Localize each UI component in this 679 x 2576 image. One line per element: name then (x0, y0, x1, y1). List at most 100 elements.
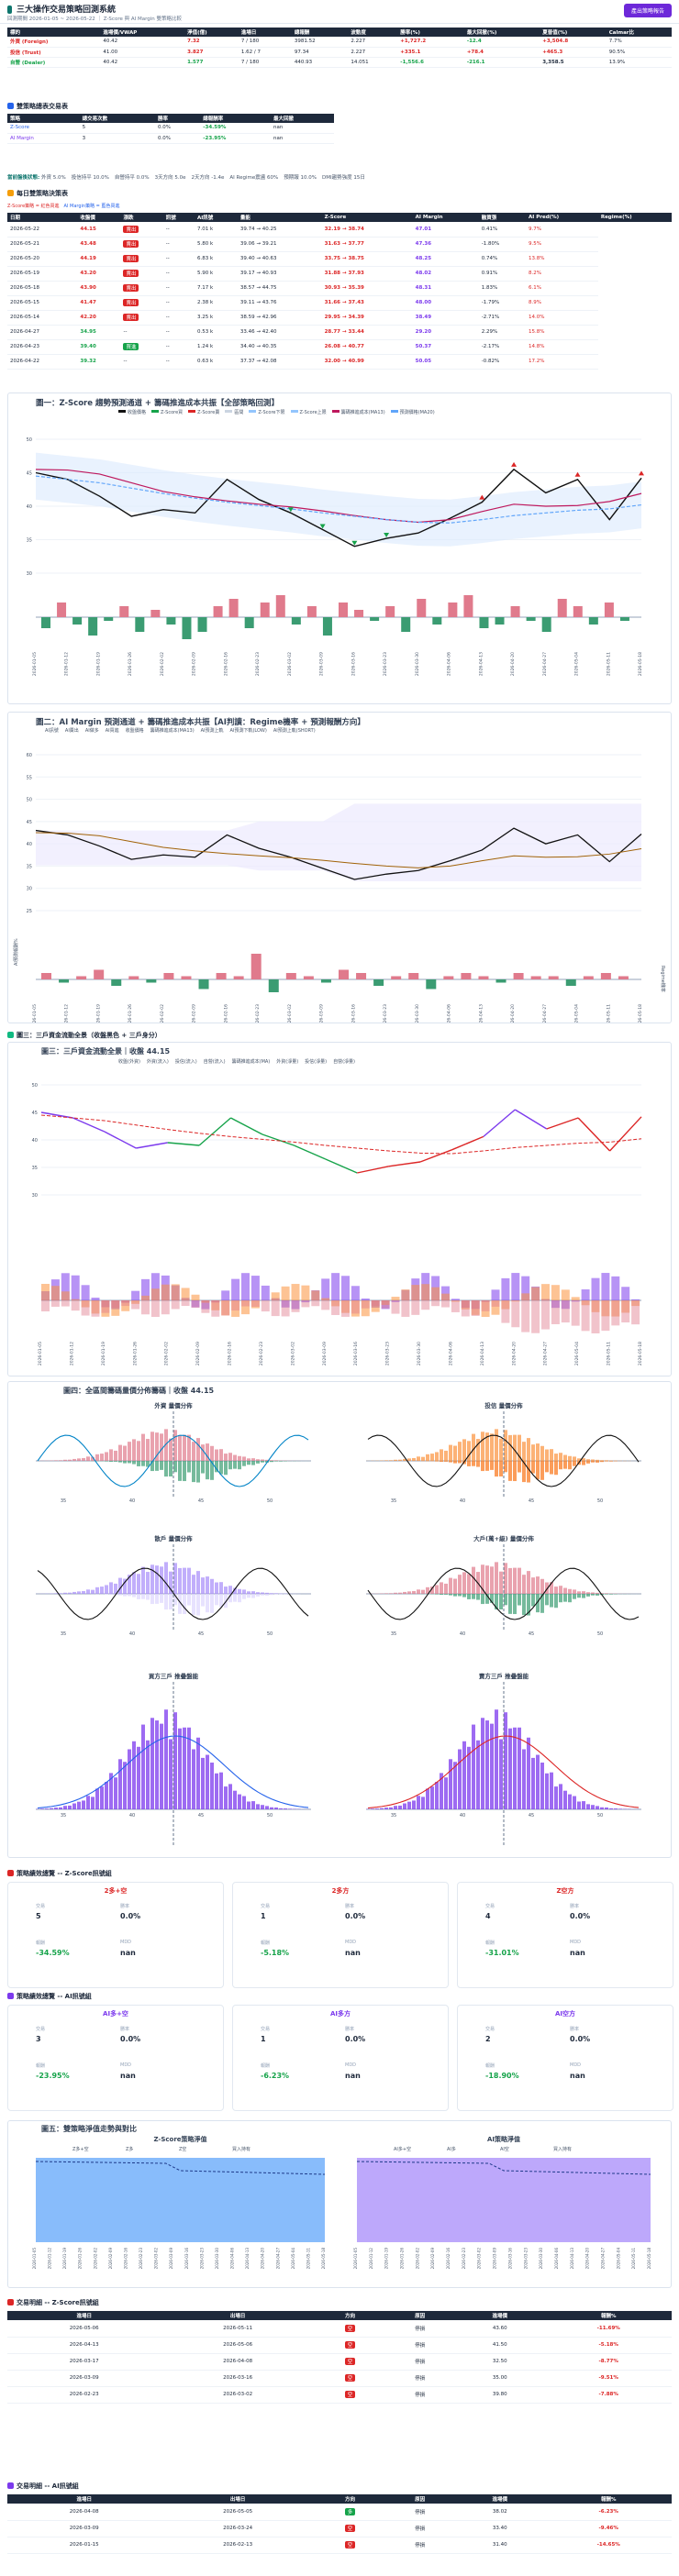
metric-label: 報酬 (261, 1940, 271, 1946)
table-cell: -2.17% (478, 339, 527, 355)
x-tick-label: 2026-01-12 (48, 2248, 52, 2270)
momentum-bar (57, 603, 67, 617)
volume-bar-neg (256, 1461, 260, 1464)
stacked-volume-bar (233, 1790, 237, 1809)
ai-pred-bar (59, 979, 70, 983)
table-cell: -7.88% (545, 2386, 672, 2404)
daily-header-cell: Regime(%) (597, 213, 672, 222)
close-segment (514, 1109, 548, 1130)
stacked-volume-bar (375, 1808, 379, 1809)
table-cell: 32.19 → 38.74 (321, 222, 413, 238)
volume-bar (72, 1458, 76, 1461)
foreign-net-bar (361, 1298, 370, 1300)
stacked-volume-bar (50, 1808, 53, 1809)
table-cell: 停損 (385, 2520, 455, 2537)
foreign-net-bar (551, 1300, 560, 1309)
volume-bar (407, 1591, 411, 1594)
volume-bar-neg (109, 1594, 113, 1595)
table-cell: 8.9% (526, 295, 598, 311)
list-icon (7, 2299, 14, 2305)
momentum-bar (432, 617, 442, 625)
volume-bar-neg (554, 1594, 558, 1609)
legend-text: AI買進 (105, 728, 119, 734)
x-tick-label: 2026-05-11 (606, 1004, 611, 1023)
volume-bar (261, 1592, 264, 1594)
volume-bar (77, 1591, 81, 1594)
volume-bar (183, 1434, 186, 1461)
table-cell: AI Margin (7, 133, 80, 144)
x-tick-label: 2026-03-16 (353, 1342, 359, 1365)
volume-bar (192, 1442, 195, 1461)
chart5-subtitle: AI策略淨值 (487, 2135, 520, 2143)
x-tick-label: 2026-01-05 (32, 652, 38, 676)
y-tick-label: 45 (32, 1111, 38, 1116)
volume-bar (114, 1583, 117, 1594)
ai-pred-bar (250, 954, 262, 979)
volume-bar-neg (173, 1594, 177, 1606)
stacked-volume-bar (421, 1797, 425, 1809)
volume-bar (210, 1578, 214, 1594)
dealer-net-bar (81, 1300, 90, 1316)
table-cell: -1,556.6 (397, 57, 464, 68)
trust-net-bar (201, 1300, 210, 1303)
left-axis-label: AI預測報酬% (13, 938, 19, 966)
volume-bar-neg (238, 1594, 241, 1603)
stacked-volume-bar (417, 1796, 420, 1809)
momentum-bar (228, 599, 239, 617)
daily-header-cell: 量能 (237, 213, 322, 222)
metric-card-title: AI多+空 (103, 2010, 128, 2018)
ai-pred-bar (216, 973, 227, 979)
cell-value: 39.80 (492, 2392, 507, 2397)
table-cell: -14.65% (545, 2537, 672, 2554)
export-report-button[interactable]: 產出策略報告 (623, 4, 672, 17)
foreign-net-bar (621, 1287, 630, 1300)
momentum-bar (339, 603, 348, 617)
metric-value: 0.0% (345, 1912, 366, 1920)
ai-pred-bar (513, 973, 524, 979)
volume-bar-neg (444, 1461, 448, 1462)
volume-bar (600, 1460, 604, 1461)
cell-value: 7.17 k (196, 285, 214, 291)
cell-value: 47.36 (415, 241, 432, 247)
volume-bar (261, 1459, 264, 1461)
table-row: 2026-05-18 43.90 賣出 -- 7.17 k 38.57 → 44.75 30… (7, 281, 672, 296)
volume-bar (196, 1438, 200, 1461)
table-cell: -11.69% (545, 2320, 672, 2338)
table-cell: 賣出 (120, 266, 163, 282)
stacked-volume-bar (467, 1746, 471, 1809)
volume-bar-neg (219, 1461, 223, 1475)
metric-card-title: AI多方 (329, 2010, 351, 2018)
dealer-net-bar (271, 1300, 280, 1317)
volume-bar-neg (224, 1594, 228, 1609)
table-cell: 1.24 k (194, 339, 238, 355)
summary-header-cell: 策略 (7, 114, 80, 123)
x-tick-label: 2026-04-20 (585, 2248, 590, 2270)
stacked-volume-bar (215, 1773, 218, 1809)
x-tick-label: 2026-03-09 (319, 1004, 325, 1023)
table-cell: 50.37 (412, 339, 479, 355)
close-segment (72, 1117, 106, 1133)
dealer-net-bar (291, 1300, 300, 1312)
x-tick-label: 2026-01-05 (32, 1004, 38, 1023)
volume-bar (219, 1582, 223, 1594)
volume-bar (467, 1574, 471, 1594)
dealer-net-bar (391, 1300, 400, 1314)
cell-value: 賣出 (123, 314, 139, 321)
volume-bar (417, 1589, 420, 1594)
cell-value: -9.46% (598, 2526, 618, 2531)
stacked-volume-bar (77, 1801, 81, 1809)
table-cell: -1.79% (478, 295, 527, 311)
dealer-net-bar (451, 1300, 460, 1312)
table-row: 2026-04-23 39.40 買進 -- 1.24 k 34.40 → 40.35 26… (7, 339, 672, 355)
volume-bar-neg (109, 1461, 113, 1462)
daily-header-cell: AI訊號 (194, 213, 238, 222)
legend-text: 收盤(外資) (118, 1059, 140, 1065)
table-cell: -5.18% (545, 2337, 672, 2354)
stacked-volume-bar (573, 1796, 576, 1809)
cell-value: 44.19 (80, 256, 96, 261)
stacked-volume-bar (540, 1763, 544, 1809)
table-row: 2026-05-06 2026-05-11 空 停損 43.60 -11.69% (7, 2320, 672, 2338)
section-daily: 每日雙策略決策表 (7, 189, 68, 198)
trust-net-bar (241, 1300, 250, 1315)
x-tick-label: 2026-03-30 (415, 652, 420, 676)
